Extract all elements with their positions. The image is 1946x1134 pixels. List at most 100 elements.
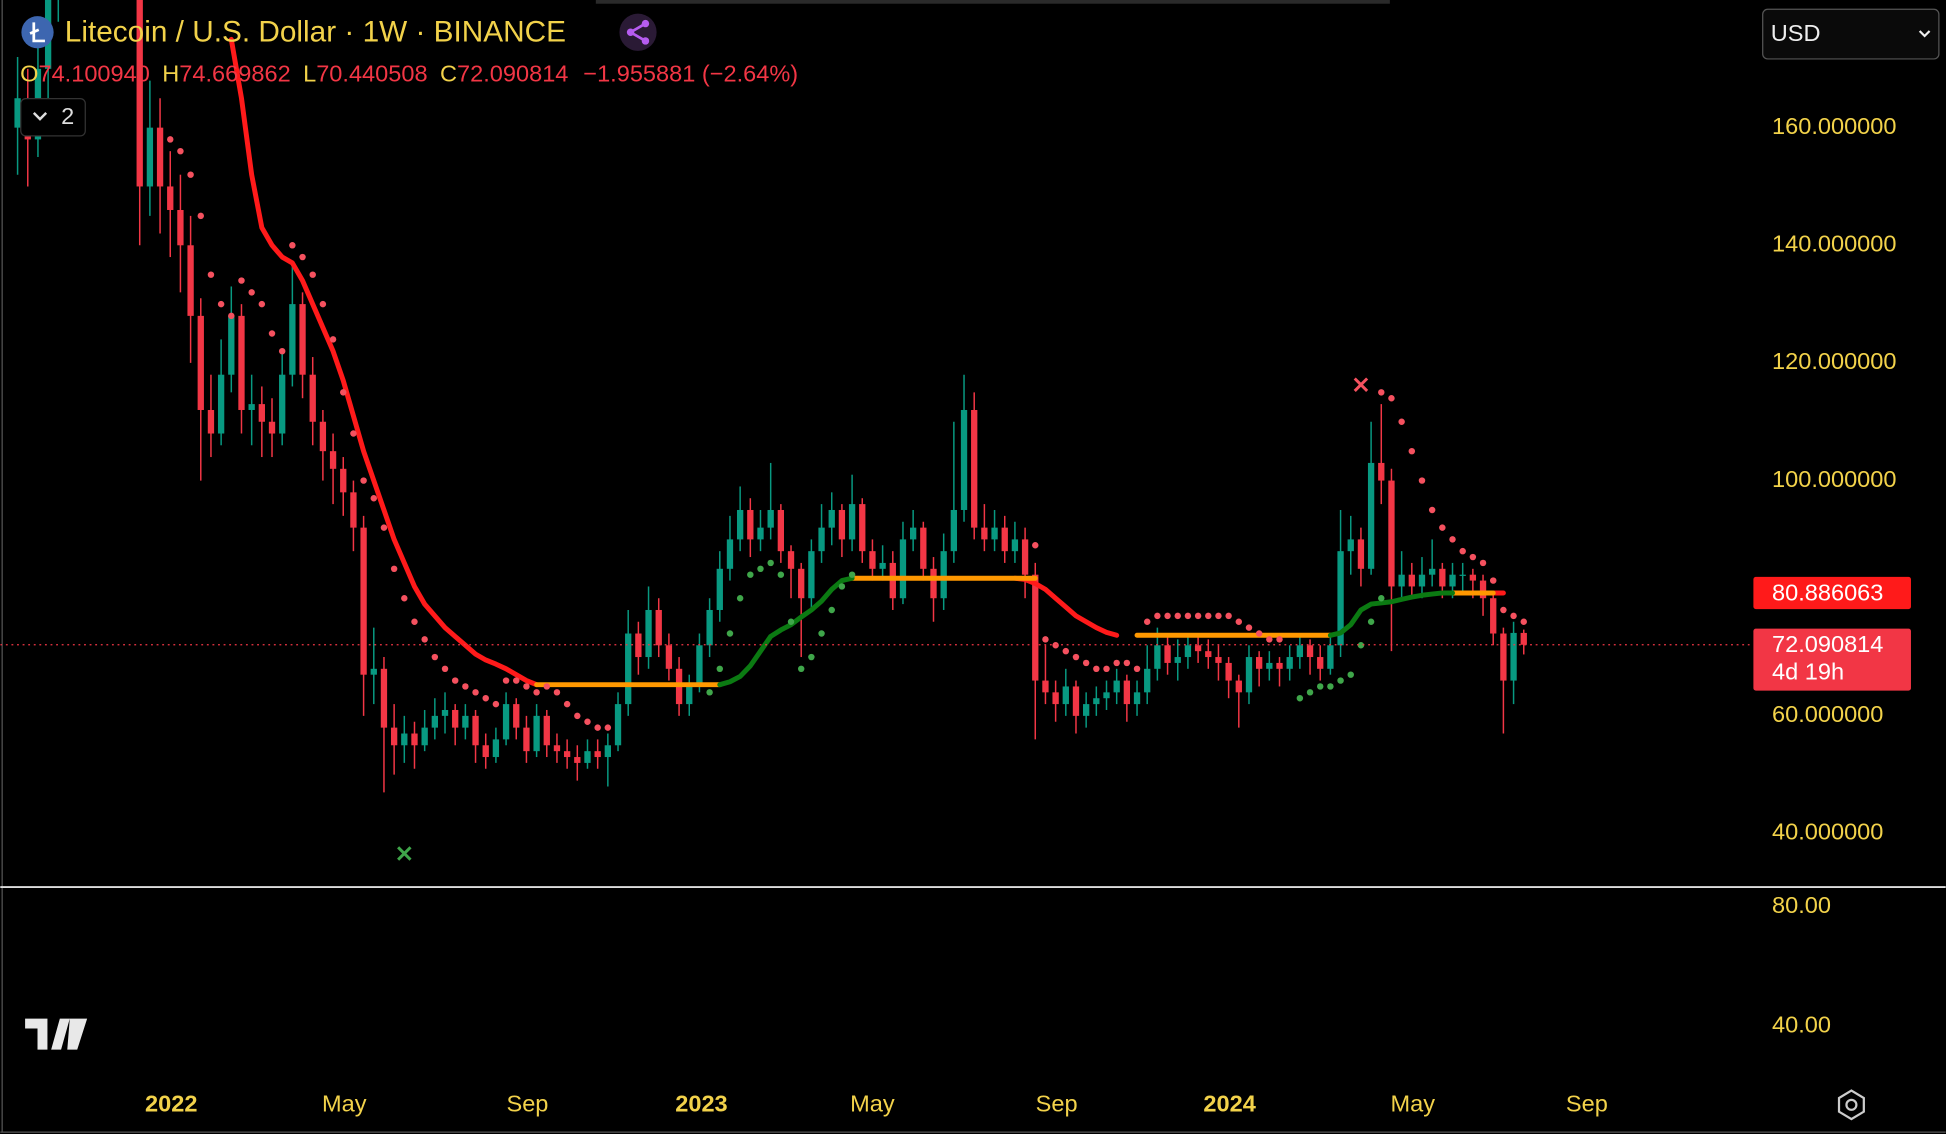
signal-dot <box>1418 477 1426 484</box>
y-tick-label: 140.000000 <box>1772 231 1897 257</box>
share-icon-node <box>641 37 650 45</box>
plot-area <box>0 0 1750 861</box>
signal-dot <box>268 330 276 337</box>
candle-body <box>818 527 825 552</box>
signal-dot <box>1194 612 1202 620</box>
candle-body <box>441 709 449 716</box>
signal-dot <box>1164 612 1171 620</box>
candle-body <box>757 527 764 540</box>
x-tick-label: May <box>1391 1091 1436 1117</box>
indicator-count: 2 <box>61 103 74 129</box>
signal-dot <box>1082 659 1090 667</box>
candle-body <box>869 551 876 569</box>
signal-dot <box>828 606 835 614</box>
indicators-toggle[interactable] <box>20 98 86 137</box>
candle-body <box>1052 692 1059 705</box>
candle-body <box>380 668 388 728</box>
signal-dot <box>1093 665 1100 673</box>
ohlc-key: H <box>162 61 179 87</box>
candle-body <box>329 451 337 469</box>
signal-dot <box>767 559 774 567</box>
signal-dot <box>411 618 418 625</box>
signal-dot <box>1225 612 1232 620</box>
candle-body <box>767 509 774 528</box>
signal-dot <box>502 677 510 684</box>
signal-dot <box>421 636 428 643</box>
candle-body <box>472 715 479 746</box>
candle-body <box>574 757 581 763</box>
signal-dot <box>1296 694 1304 702</box>
signal-dot <box>1306 689 1314 696</box>
candle-body <box>1042 680 1049 693</box>
candle-body <box>401 733 408 746</box>
y-tick-label: 40.000000 <box>1772 819 1883 845</box>
candle-body <box>228 315 235 375</box>
candle-body <box>207 409 215 434</box>
y-tick-label: 60.000000 <box>1772 701 1883 727</box>
candle-body <box>462 715 469 728</box>
y-tick-label: 40.00 <box>1772 1011 1831 1037</box>
signal-dot <box>441 665 449 673</box>
candle-body <box>838 509 846 540</box>
x-tick-label: 2024 <box>1203 1091 1255 1117</box>
signal-dot <box>594 724 601 731</box>
candle-body <box>1286 657 1293 669</box>
candle-body <box>411 733 418 746</box>
last-price-label: 72.090814 <box>1772 631 1883 657</box>
share-button[interactable] <box>619 13 657 51</box>
currency-select[interactable] <box>1762 8 1940 60</box>
candle-body <box>614 704 622 746</box>
candle-body <box>431 715 438 728</box>
dropdown-icon <box>1918 30 1931 38</box>
candle-body <box>319 421 327 452</box>
share-icon-node <box>641 19 650 28</box>
candle-body <box>1133 692 1141 705</box>
y-tick-label: 160.000000 <box>1772 113 1897 139</box>
signal-marker <box>1353 377 1369 392</box>
candle-body <box>1164 645 1171 663</box>
settings-icon <box>1845 1098 1858 1111</box>
candle-body <box>950 509 958 552</box>
candle-body <box>350 492 357 528</box>
signal-dot <box>1154 612 1161 620</box>
signal-dot <box>584 718 591 725</box>
candle-body <box>279 374 286 434</box>
candle-body <box>1113 680 1120 693</box>
signal-dot <box>1510 612 1517 620</box>
candle-body <box>197 315 204 410</box>
candle-body <box>726 539 734 569</box>
candle-body <box>289 304 296 375</box>
candle-body <box>1388 480 1395 587</box>
signal-dot <box>1184 612 1192 620</box>
signal-dot <box>1113 659 1120 667</box>
candle-body <box>156 127 164 187</box>
signal-dot <box>1449 536 1456 543</box>
signal-dot <box>1143 618 1151 625</box>
tradingview-logo[interactable] <box>25 1018 88 1050</box>
signal-dot <box>258 300 266 308</box>
candle-body <box>655 609 662 646</box>
signal-dot <box>736 594 744 602</box>
signal-dot <box>217 300 225 308</box>
signal-dot <box>1347 671 1354 678</box>
candle-body <box>563 751 571 758</box>
signal-dot <box>1357 642 1365 649</box>
indicator-price-label: 80.886063 <box>1772 579 1883 605</box>
signal-dot <box>1337 677 1344 684</box>
candle-body <box>1357 539 1365 569</box>
signal-dot <box>848 571 856 578</box>
signal-dot <box>299 253 306 261</box>
x-tick-label: May <box>850 1091 895 1117</box>
candle-body <box>584 751 591 763</box>
candle-body <box>604 745 611 758</box>
candle-body <box>747 509 754 540</box>
candle-body <box>808 551 815 599</box>
settings-button[interactable] <box>1837 1089 1865 1121</box>
candle-body <box>340 468 347 493</box>
candle-body <box>543 715 550 746</box>
signal-dot <box>747 571 754 578</box>
signal-dot <box>1489 577 1497 584</box>
candle-body <box>1001 527 1008 552</box>
signal-dot <box>1133 665 1141 673</box>
